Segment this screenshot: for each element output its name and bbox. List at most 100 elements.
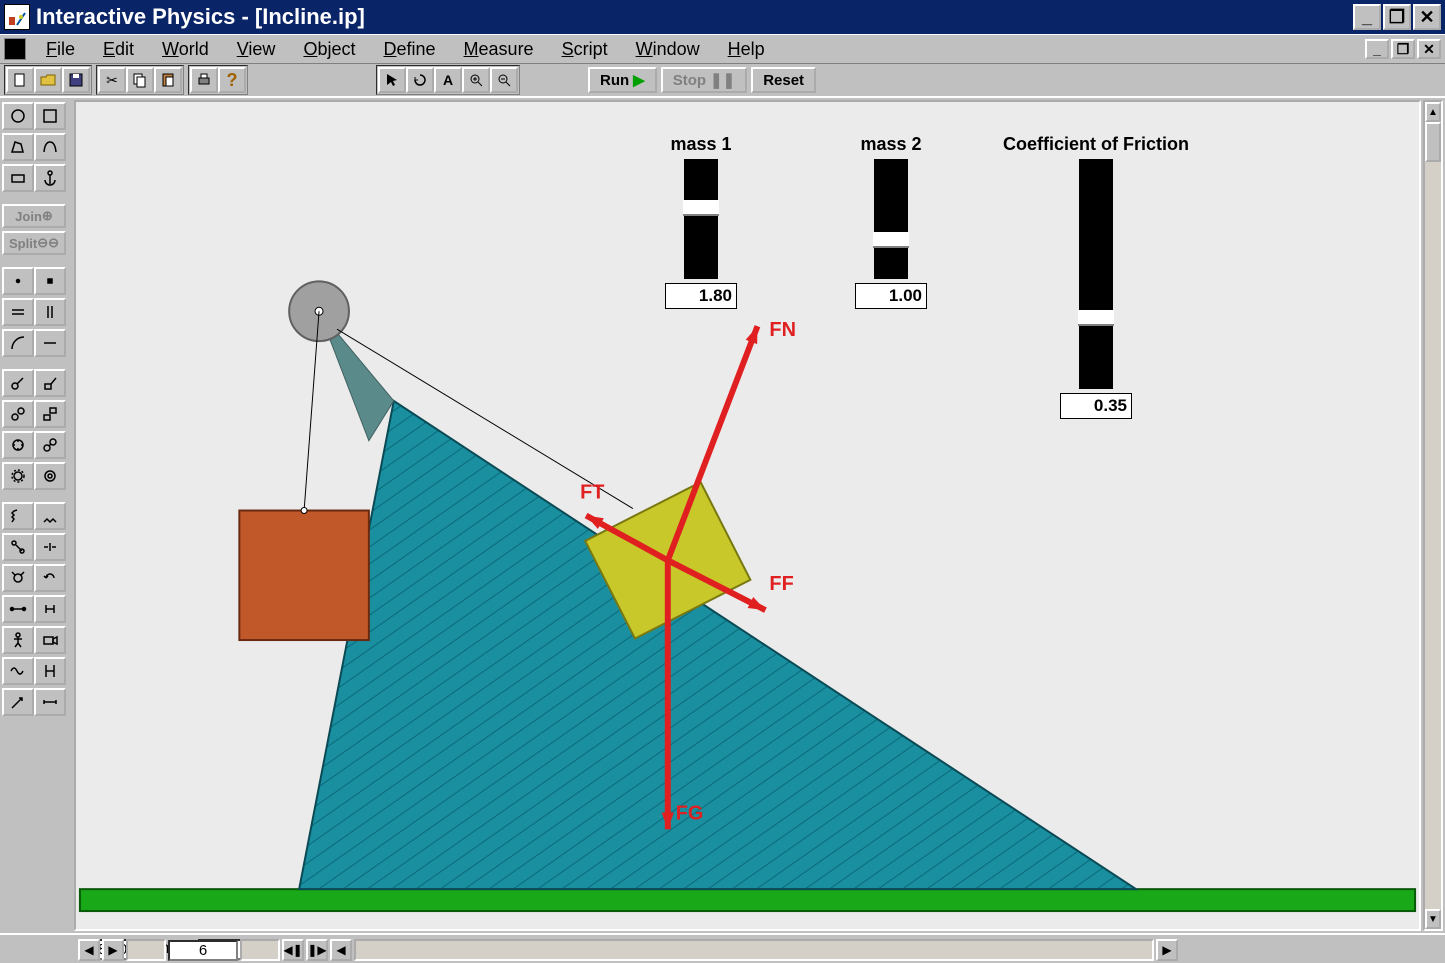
svg-text:FG: FG [676,802,704,824]
circle-tool[interactable] [2,102,34,130]
scroll-left-button[interactable]: ◀ [330,939,352,961]
curve-tool[interactable] [34,133,66,161]
cut-button[interactable]: ✂ [98,67,126,93]
ruler-tool[interactable] [34,688,66,716]
scroll-down-button[interactable]: ▼ [1425,909,1441,929]
menu-object[interactable]: Object [289,37,369,62]
mdi-maximize-button[interactable]: ❐ [1391,39,1415,59]
menu-edit[interactable]: Edit [89,37,148,62]
zoom-in-button[interactable] [462,67,490,93]
new-button[interactable] [6,67,34,93]
force-tool[interactable] [2,564,34,592]
wave-tool[interactable] [2,657,34,685]
print-button[interactable] [190,67,218,93]
camera-tool[interactable] [34,626,66,654]
spring-tool[interactable] [2,502,34,530]
friction-slider[interactable]: Coefficient of Friction 0.35 [986,134,1206,419]
scroll-right-button[interactable]: ▶ [1156,939,1178,961]
svg-text:FF: FF [769,573,793,595]
frame-number[interactable]: 6 [168,940,238,961]
scroll-up-button[interactable]: ▲ [1425,102,1441,122]
svg-text:FT: FT [580,482,604,504]
constraint-tool[interactable] [34,595,66,623]
titlebar: Interactive Physics - [Incline.ip] _ ❐ ✕ [0,0,1445,34]
copy-button[interactable] [126,67,154,93]
stop-button[interactable]: Stop ❚❚ [661,67,747,93]
mass2-value[interactable]: 1.00 [855,283,927,309]
person-tool[interactable] [2,626,34,654]
mass1-slider[interactable]: mass 1 1.80 [656,134,746,309]
hline-tool[interactable] [2,298,34,326]
window-title: Interactive Physics - [Incline.ip] [36,4,365,30]
separator-tool[interactable] [34,533,66,561]
line-tool[interactable] [34,329,66,357]
square-point-tool[interactable] [34,267,66,295]
text-tool-button[interactable]: A [434,67,462,93]
keyed-slot-tool[interactable] [34,400,66,428]
help-button[interactable]: ? [218,67,246,93]
simulation-canvas[interactable]: FN FT FF FG mass 1 1.80 mass 2 1.00 Coeffic… [74,100,1421,931]
point-tool[interactable] [2,267,34,295]
menu-window[interactable]: Window [622,37,714,62]
damper-tool[interactable] [34,502,66,530]
rod-tool[interactable] [2,595,34,623]
friction-thumb[interactable] [1078,310,1114,326]
zoom-out-button[interactable] [490,67,518,93]
minimize-button[interactable]: _ [1353,4,1381,30]
pin-joint-tool[interactable] [2,369,34,397]
torque-tool[interactable] [34,564,66,592]
scroll-thumb[interactable] [1425,122,1441,162]
maximize-button[interactable]: ❐ [1383,4,1411,30]
toolbar: ✂ ? A Run▶ Stop ❚❚ Reset [0,64,1445,98]
pointer-tool-button[interactable] [378,67,406,93]
rigid-joint-tool[interactable] [34,369,66,397]
anchor-tool[interactable] [34,164,66,192]
menu-file[interactable]: File [32,37,89,62]
rotate-tool-button[interactable] [406,67,434,93]
vertical-scrollbar[interactable]: ▲ ▼ [1423,100,1443,931]
menu-script[interactable]: Script [548,37,622,62]
frame-next-button[interactable]: ▶ [102,939,124,961]
split-button[interactable]: Split⊖⊖ [2,231,66,255]
close-button[interactable]: ✕ [1413,4,1441,30]
run-button[interactable]: Run▶ [588,67,657,93]
polygon-tool[interactable] [2,133,34,161]
menu-help[interactable]: Help [714,37,779,62]
frame-next2-button[interactable]: ❚▶ [306,939,328,961]
vline-tool[interactable] [34,298,66,326]
slot-joint-tool[interactable] [2,400,34,428]
arc-tool[interactable] [2,329,34,357]
menu-measure[interactable]: Measure [450,37,548,62]
frame-prev2-button[interactable]: ◀❚ [282,939,304,961]
open-button[interactable] [34,67,62,93]
menu-view[interactable]: View [223,37,290,62]
mass1-value[interactable]: 1.80 [665,283,737,309]
pulley-tool[interactable] [34,462,66,490]
vector-tool[interactable] [2,688,34,716]
menubar: FileEditWorldViewObjectDefineMeasureScri… [0,34,1445,64]
measure-tool[interactable] [34,657,66,685]
actuator-tool[interactable] [34,431,66,459]
menu-world[interactable]: World [148,37,223,62]
menu-define[interactable]: Define [369,37,449,62]
gear-tool[interactable] [2,462,34,490]
mass1-thumb[interactable] [683,200,719,216]
mass2-thumb[interactable] [873,232,909,248]
mdi-close-button[interactable]: ✕ [1417,39,1441,59]
join-button[interactable]: Join⊕ [2,204,66,228]
rect-tool[interactable] [2,164,34,192]
horizontal-scrollbar[interactable] [354,939,1154,961]
frame-first-button[interactable]: ◀ [78,939,100,961]
save-button[interactable] [62,67,90,93]
friction-value[interactable]: 0.35 [1060,393,1132,419]
mass2-slider[interactable]: mass 2 1.00 [846,134,936,309]
mass2-label: mass 2 [846,134,936,155]
reset-button[interactable]: Reset [751,67,816,93]
statusbar: x 8.70 m y 1.20 m ◀ ▶ 6 ◀❚ ❚▶ ◀ ▶ [0,933,1445,963]
rope-tool[interactable] [2,533,34,561]
motor-tool[interactable] [2,431,34,459]
mdi-minimize-button[interactable]: _ [1365,39,1389,59]
svg-text:FN: FN [769,319,796,341]
square-tool[interactable] [34,102,66,130]
paste-button[interactable] [154,67,182,93]
